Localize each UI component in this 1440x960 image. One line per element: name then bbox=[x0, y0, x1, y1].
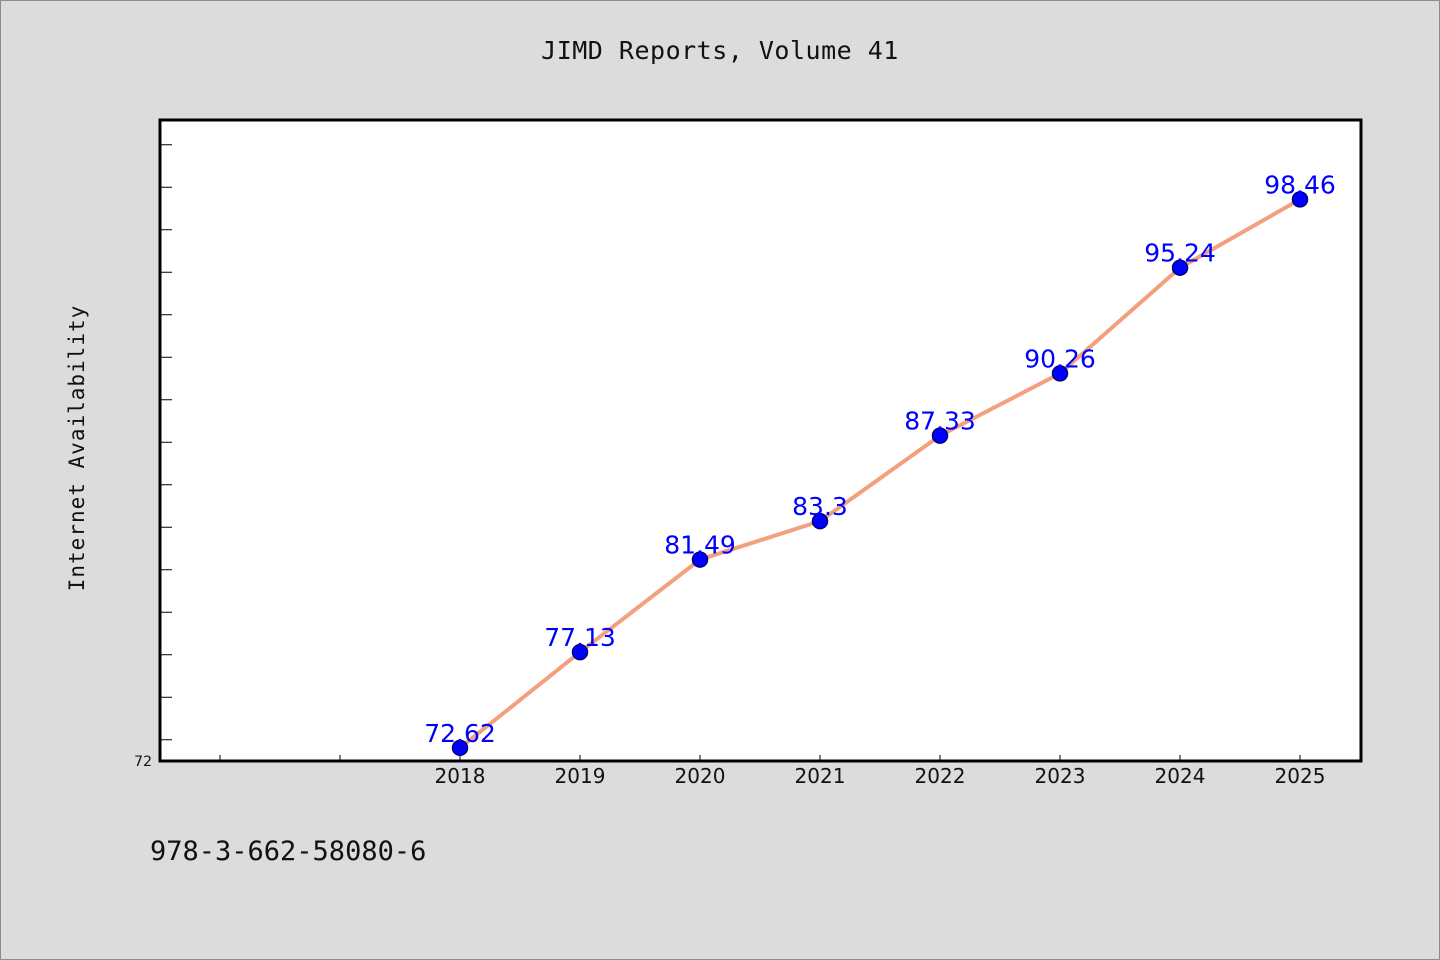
data-label: 81.49 bbox=[664, 531, 736, 560]
data-label: 98.46 bbox=[1264, 170, 1336, 199]
data-labels-group: 72.62 77.13 81.49 83.3 87.33 90.26 95.24 98.46 bbox=[424, 170, 1336, 747]
x-tick-label: 2023 bbox=[1035, 764, 1086, 788]
x-tick-label: 2021 bbox=[795, 764, 846, 788]
x-tick-label: 2018 bbox=[435, 764, 486, 788]
data-point bbox=[451, 739, 469, 757]
series-group bbox=[451, 191, 1309, 757]
data-point bbox=[811, 512, 829, 530]
data-point bbox=[1171, 259, 1189, 276]
data-point bbox=[931, 427, 949, 444]
data-label: 77.13 bbox=[544, 623, 616, 652]
data-point bbox=[1291, 191, 1309, 208]
x-tick-label: 2020 bbox=[675, 764, 726, 788]
data-point bbox=[691, 551, 709, 568]
plot-area bbox=[158, 118, 1363, 763]
data-label: 90.26 bbox=[1024, 344, 1096, 373]
x-tick-label: 2022 bbox=[915, 764, 966, 788]
chart-title: JIMD Reports, Volume 41 bbox=[541, 36, 899, 65]
data-label: 95.24 bbox=[1144, 239, 1216, 268]
data-point bbox=[1051, 365, 1069, 382]
data-point bbox=[571, 643, 589, 661]
data-label: 83.3 bbox=[792, 492, 848, 521]
x-tick-label: 2019 bbox=[555, 764, 606, 788]
x-tick-label: 2025 bbox=[1275, 764, 1326, 788]
x-tick-label: 2024 bbox=[1155, 764, 1206, 788]
y-tick-label: 72 bbox=[134, 754, 152, 770]
data-label: 72.62 bbox=[424, 719, 496, 748]
axis-ticks: 2018 2019 2020 2021 2022 2023 2024 2025 72 bbox=[134, 144, 1326, 788]
series-line bbox=[458, 197, 1302, 750]
data-label: 87.33 bbox=[904, 407, 976, 436]
isbn-footnote: 978-3-662-58080-6 bbox=[150, 836, 427, 867]
